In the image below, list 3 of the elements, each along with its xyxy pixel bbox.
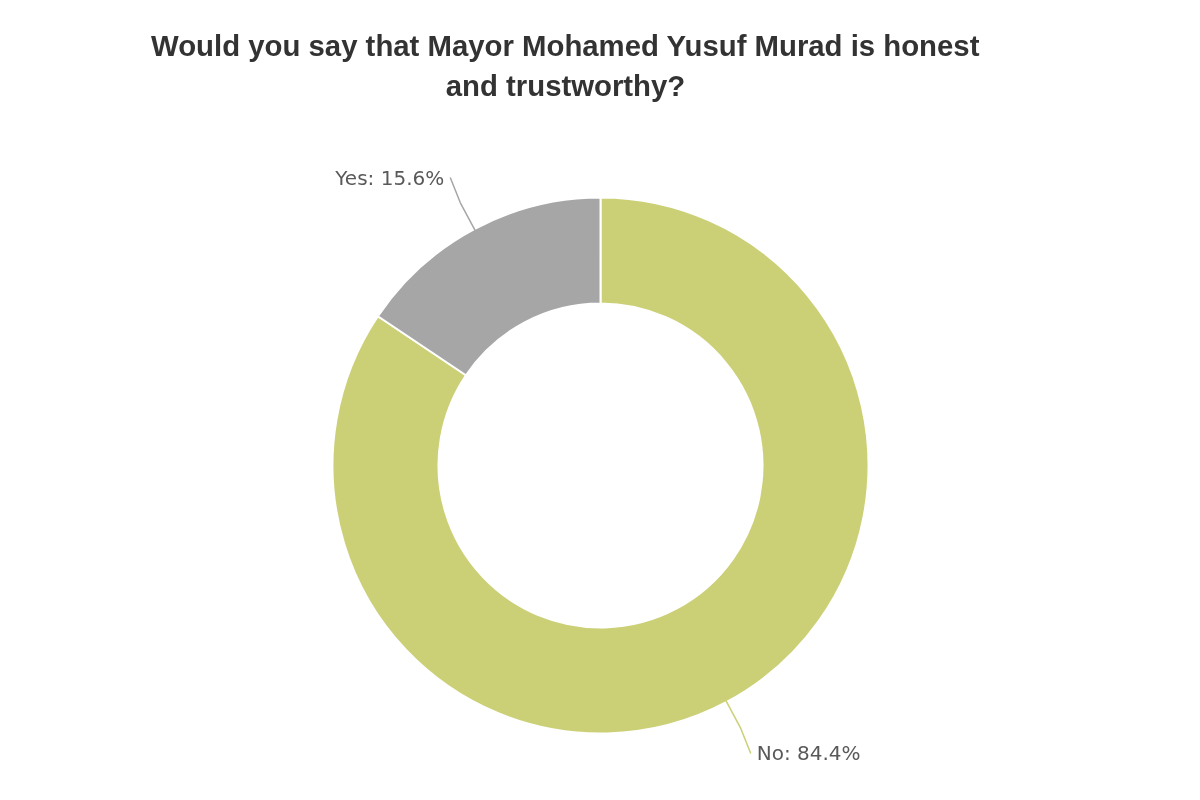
chart-title: Would you say that Mayor Mohamed Yusuf Murad is honest and trustworthy? bbox=[151, 29, 980, 102]
slice-label: Yes: 15.6% bbox=[334, 165, 445, 190]
slice-label: No: 84.4% bbox=[756, 741, 861, 766]
